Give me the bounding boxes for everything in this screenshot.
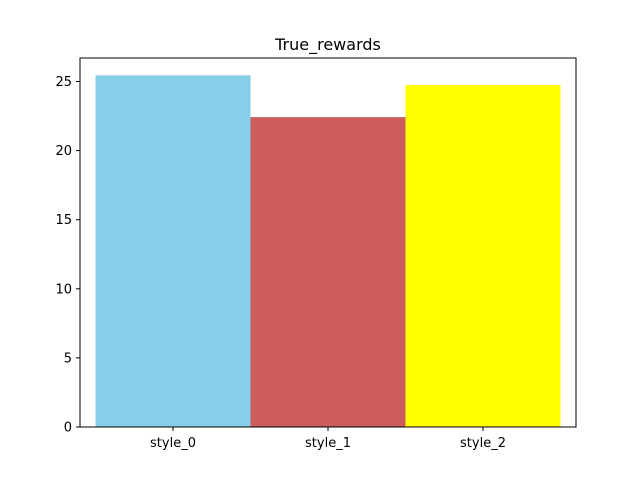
bar-style_0 [95, 75, 251, 428]
x-tick-label: style_0 [150, 436, 196, 451]
y-tick-label: 20 [55, 144, 72, 159]
bar-style_2 [405, 84, 561, 428]
y-tick-label: 15 [55, 213, 72, 228]
bar-style_1 [250, 117, 406, 427]
bars-layer [95, 75, 561, 428]
y-tick-label: 10 [55, 282, 72, 297]
y-tick-label: 25 [55, 75, 72, 90]
y-tick-label: 5 [64, 351, 72, 366]
axes-layer: 0 5 10 15 20 25 style_0 style_1 style_2 [55, 57, 577, 451]
y-tick-label: 0 [64, 421, 72, 436]
x-tick-label: style_2 [460, 436, 506, 451]
x-tick-label: style_1 [305, 436, 351, 451]
chart-title: True_rewards [274, 35, 381, 55]
